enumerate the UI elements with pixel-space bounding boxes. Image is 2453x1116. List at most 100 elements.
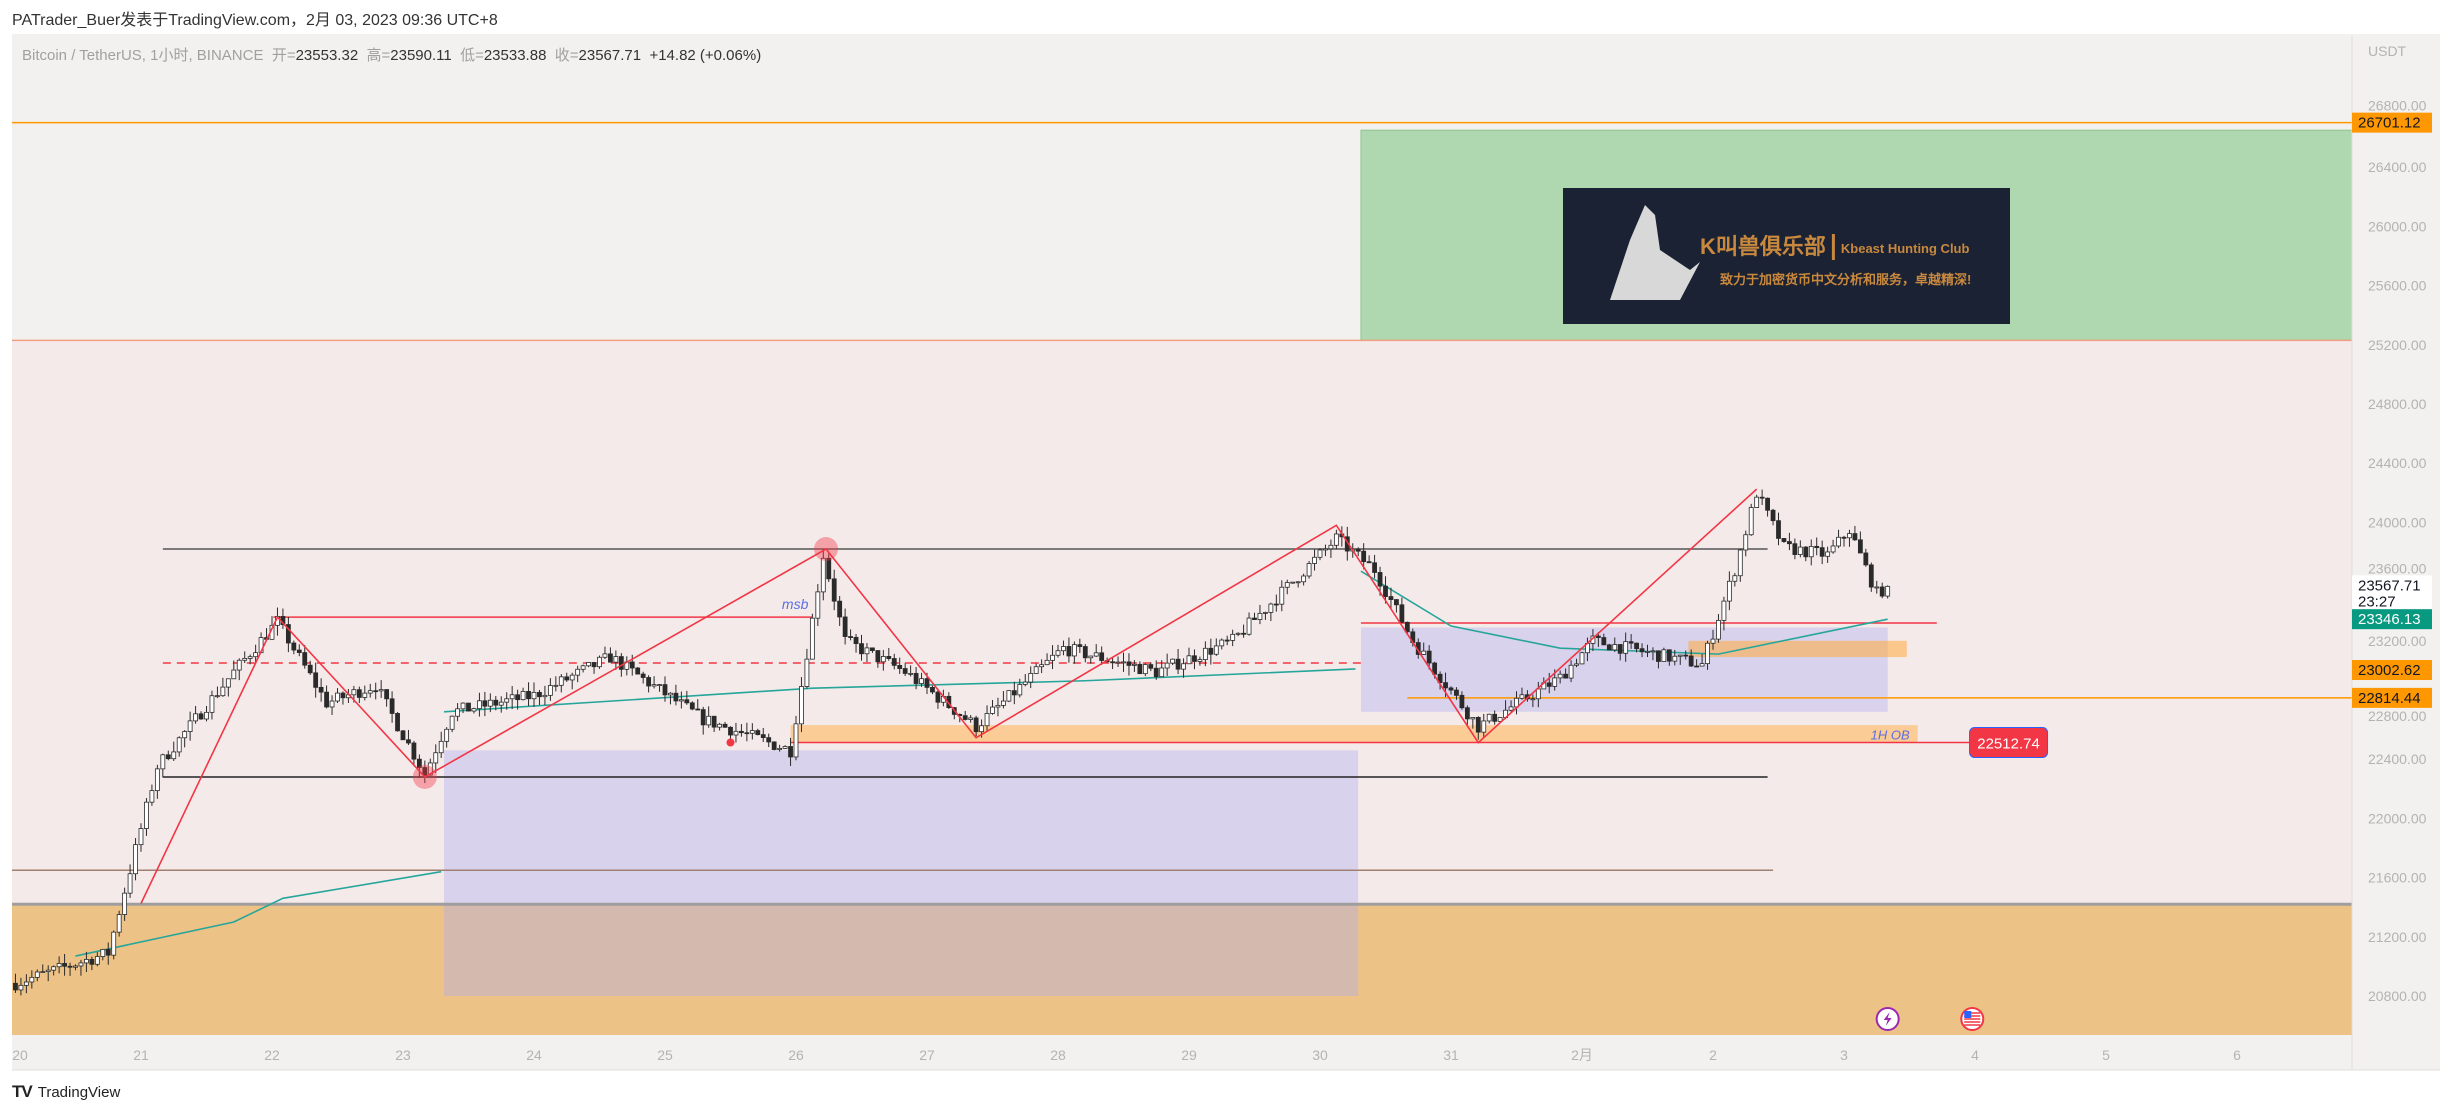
candle[interactable] <box>1383 576 1388 604</box>
candle[interactable] <box>1241 624 1246 638</box>
candle[interactable] <box>193 705 198 724</box>
candle[interactable] <box>138 823 144 852</box>
candle[interactable] <box>231 660 237 680</box>
candle[interactable] <box>122 887 128 921</box>
candle[interactable] <box>1847 529 1852 547</box>
candle[interactable] <box>1601 633 1607 646</box>
candle[interactable] <box>1661 647 1667 662</box>
candle[interactable] <box>1219 638 1225 650</box>
candle[interactable] <box>198 711 204 720</box>
candle[interactable] <box>1459 691 1465 710</box>
candle[interactable] <box>1825 546 1831 563</box>
candle[interactable] <box>1208 638 1214 665</box>
candle[interactable] <box>1759 489 1765 506</box>
candle[interactable] <box>1252 612 1257 620</box>
candle[interactable] <box>635 666 641 675</box>
candle[interactable] <box>984 705 990 731</box>
candle[interactable] <box>89 956 95 971</box>
candle[interactable] <box>378 680 384 698</box>
candle[interactable] <box>935 688 941 709</box>
candle[interactable] <box>1317 548 1323 561</box>
candle[interactable] <box>1263 611 1268 620</box>
candle[interactable] <box>859 634 864 661</box>
candle[interactable] <box>373 682 379 700</box>
candle[interactable] <box>34 969 40 982</box>
candle[interactable] <box>67 962 73 976</box>
candle[interactable] <box>78 959 84 976</box>
candle[interactable] <box>1366 555 1372 564</box>
candle[interactable] <box>1235 632 1241 637</box>
candle[interactable] <box>1001 691 1006 709</box>
candle[interactable] <box>1333 529 1339 550</box>
candle[interactable] <box>253 644 259 664</box>
candle[interactable] <box>1426 645 1432 670</box>
candle[interactable] <box>247 654 253 665</box>
candle[interactable] <box>176 736 182 757</box>
candle[interactable] <box>236 658 242 681</box>
candle[interactable] <box>1792 538 1798 560</box>
candle[interactable] <box>40 964 46 974</box>
candle[interactable] <box>826 553 832 582</box>
candle[interactable] <box>1017 678 1023 698</box>
candle[interactable] <box>1656 650 1661 669</box>
candle[interactable] <box>695 699 701 711</box>
candle[interactable] <box>1868 562 1874 592</box>
candle[interactable] <box>919 672 924 687</box>
range-box-1[interactable] <box>443 750 1359 996</box>
price-label-22512[interactable] <box>1969 727 2049 759</box>
candle[interactable] <box>56 956 62 974</box>
candle[interactable] <box>853 634 859 653</box>
candle[interactable] <box>651 676 657 689</box>
candle[interactable] <box>45 965 51 982</box>
candle[interactable] <box>1328 539 1334 558</box>
candle[interactable] <box>842 608 848 645</box>
candle[interactable] <box>809 613 815 660</box>
candle[interactable] <box>640 671 646 684</box>
candle[interactable] <box>608 647 613 663</box>
candle[interactable] <box>1557 670 1563 684</box>
candle[interactable] <box>662 676 668 702</box>
candle[interactable] <box>973 715 979 737</box>
candle[interactable] <box>586 662 591 668</box>
candle[interactable] <box>1808 539 1814 566</box>
candle[interactable] <box>1082 644 1088 663</box>
candle[interactable] <box>1721 596 1727 631</box>
candle[interactable] <box>1830 539 1836 554</box>
zigzag-line[interactable] <box>140 488 1758 904</box>
candle[interactable] <box>427 758 433 776</box>
candle[interactable] <box>1623 632 1629 662</box>
candle[interactable] <box>537 689 542 705</box>
candle[interactable] <box>1475 716 1481 740</box>
candle[interactable] <box>837 596 843 626</box>
candle[interactable] <box>1050 645 1055 670</box>
candle[interactable] <box>1301 573 1307 586</box>
candle[interactable] <box>356 686 362 704</box>
candle[interactable] <box>1099 646 1105 665</box>
candle[interactable] <box>558 674 564 693</box>
candle[interactable] <box>990 699 995 715</box>
price-axis-label[interactable] <box>2352 609 2432 630</box>
candle[interactable] <box>187 711 193 741</box>
candle[interactable] <box>1061 640 1066 656</box>
candle[interactable] <box>1683 650 1689 660</box>
candle[interactable] <box>1044 653 1050 666</box>
candle[interactable] <box>416 754 422 778</box>
candle[interactable] <box>329 695 335 715</box>
candle[interactable] <box>1732 572 1738 587</box>
candle[interactable] <box>84 951 89 973</box>
candle[interactable] <box>515 689 521 710</box>
candle[interactable] <box>1213 638 1219 656</box>
candle[interactable] <box>18 977 24 996</box>
candle[interactable] <box>1181 658 1186 678</box>
candle[interactable] <box>733 722 739 743</box>
candle[interactable] <box>1312 549 1317 571</box>
candle[interactable] <box>154 764 160 799</box>
candle[interactable] <box>575 665 581 683</box>
candle[interactable] <box>1137 661 1143 675</box>
candle[interactable] <box>455 703 460 722</box>
candle[interactable] <box>1743 530 1749 557</box>
candle[interactable] <box>111 930 117 960</box>
candle[interactable] <box>149 784 155 806</box>
candle[interactable] <box>700 706 706 735</box>
candle[interactable] <box>547 678 553 701</box>
